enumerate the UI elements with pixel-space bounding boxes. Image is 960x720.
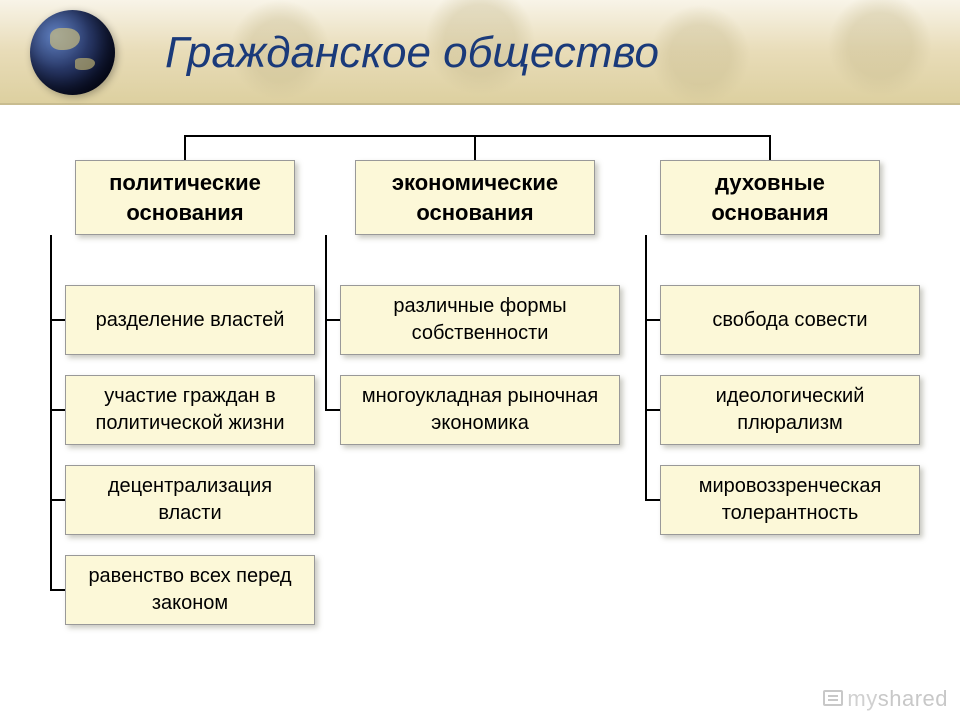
title-header: Гражданское общество	[0, 0, 960, 105]
category-item: различные формы собственности	[340, 285, 620, 355]
connector-line	[184, 135, 186, 160]
category-header: политические основания	[75, 160, 295, 235]
connector-line	[645, 409, 660, 411]
category-item: мировоззренческая толерантность	[660, 465, 920, 535]
connector-line	[50, 499, 65, 501]
connector-line	[645, 235, 647, 500]
category-item: идеологический плюрализм	[660, 375, 920, 445]
connector-line	[645, 499, 660, 501]
connector-line	[50, 319, 65, 321]
category-header: духовные основания	[660, 160, 880, 235]
connector-line	[50, 589, 65, 591]
connector-line	[50, 235, 52, 590]
connector-line	[185, 135, 770, 137]
category-item: участие граждан в политической жизни	[65, 375, 315, 445]
watermark-prefix: my	[847, 686, 877, 711]
page-title: Гражданское общество	[165, 28, 659, 78]
watermark: myshared	[823, 686, 948, 712]
connector-line	[645, 319, 660, 321]
connector-line	[325, 319, 340, 321]
category-item: децентрализация власти	[65, 465, 315, 535]
category-item: разделение властей	[65, 285, 315, 355]
watermark-suffix: shared	[878, 686, 948, 711]
connector-line	[474, 135, 476, 160]
connector-line	[325, 235, 327, 410]
connector-line	[769, 135, 771, 160]
connector-line	[50, 409, 65, 411]
category-item: многоукладная рыночная экономика	[340, 375, 620, 445]
category-item: свобода совести	[660, 285, 920, 355]
globe-icon	[30, 10, 115, 95]
category-header: экономические основания	[355, 160, 595, 235]
connector-line	[325, 409, 340, 411]
watermark-icon	[823, 690, 843, 706]
hierarchy-diagram: политические основания разделение властей…	[0, 105, 960, 720]
category-item: равенство всех перед законом	[65, 555, 315, 625]
